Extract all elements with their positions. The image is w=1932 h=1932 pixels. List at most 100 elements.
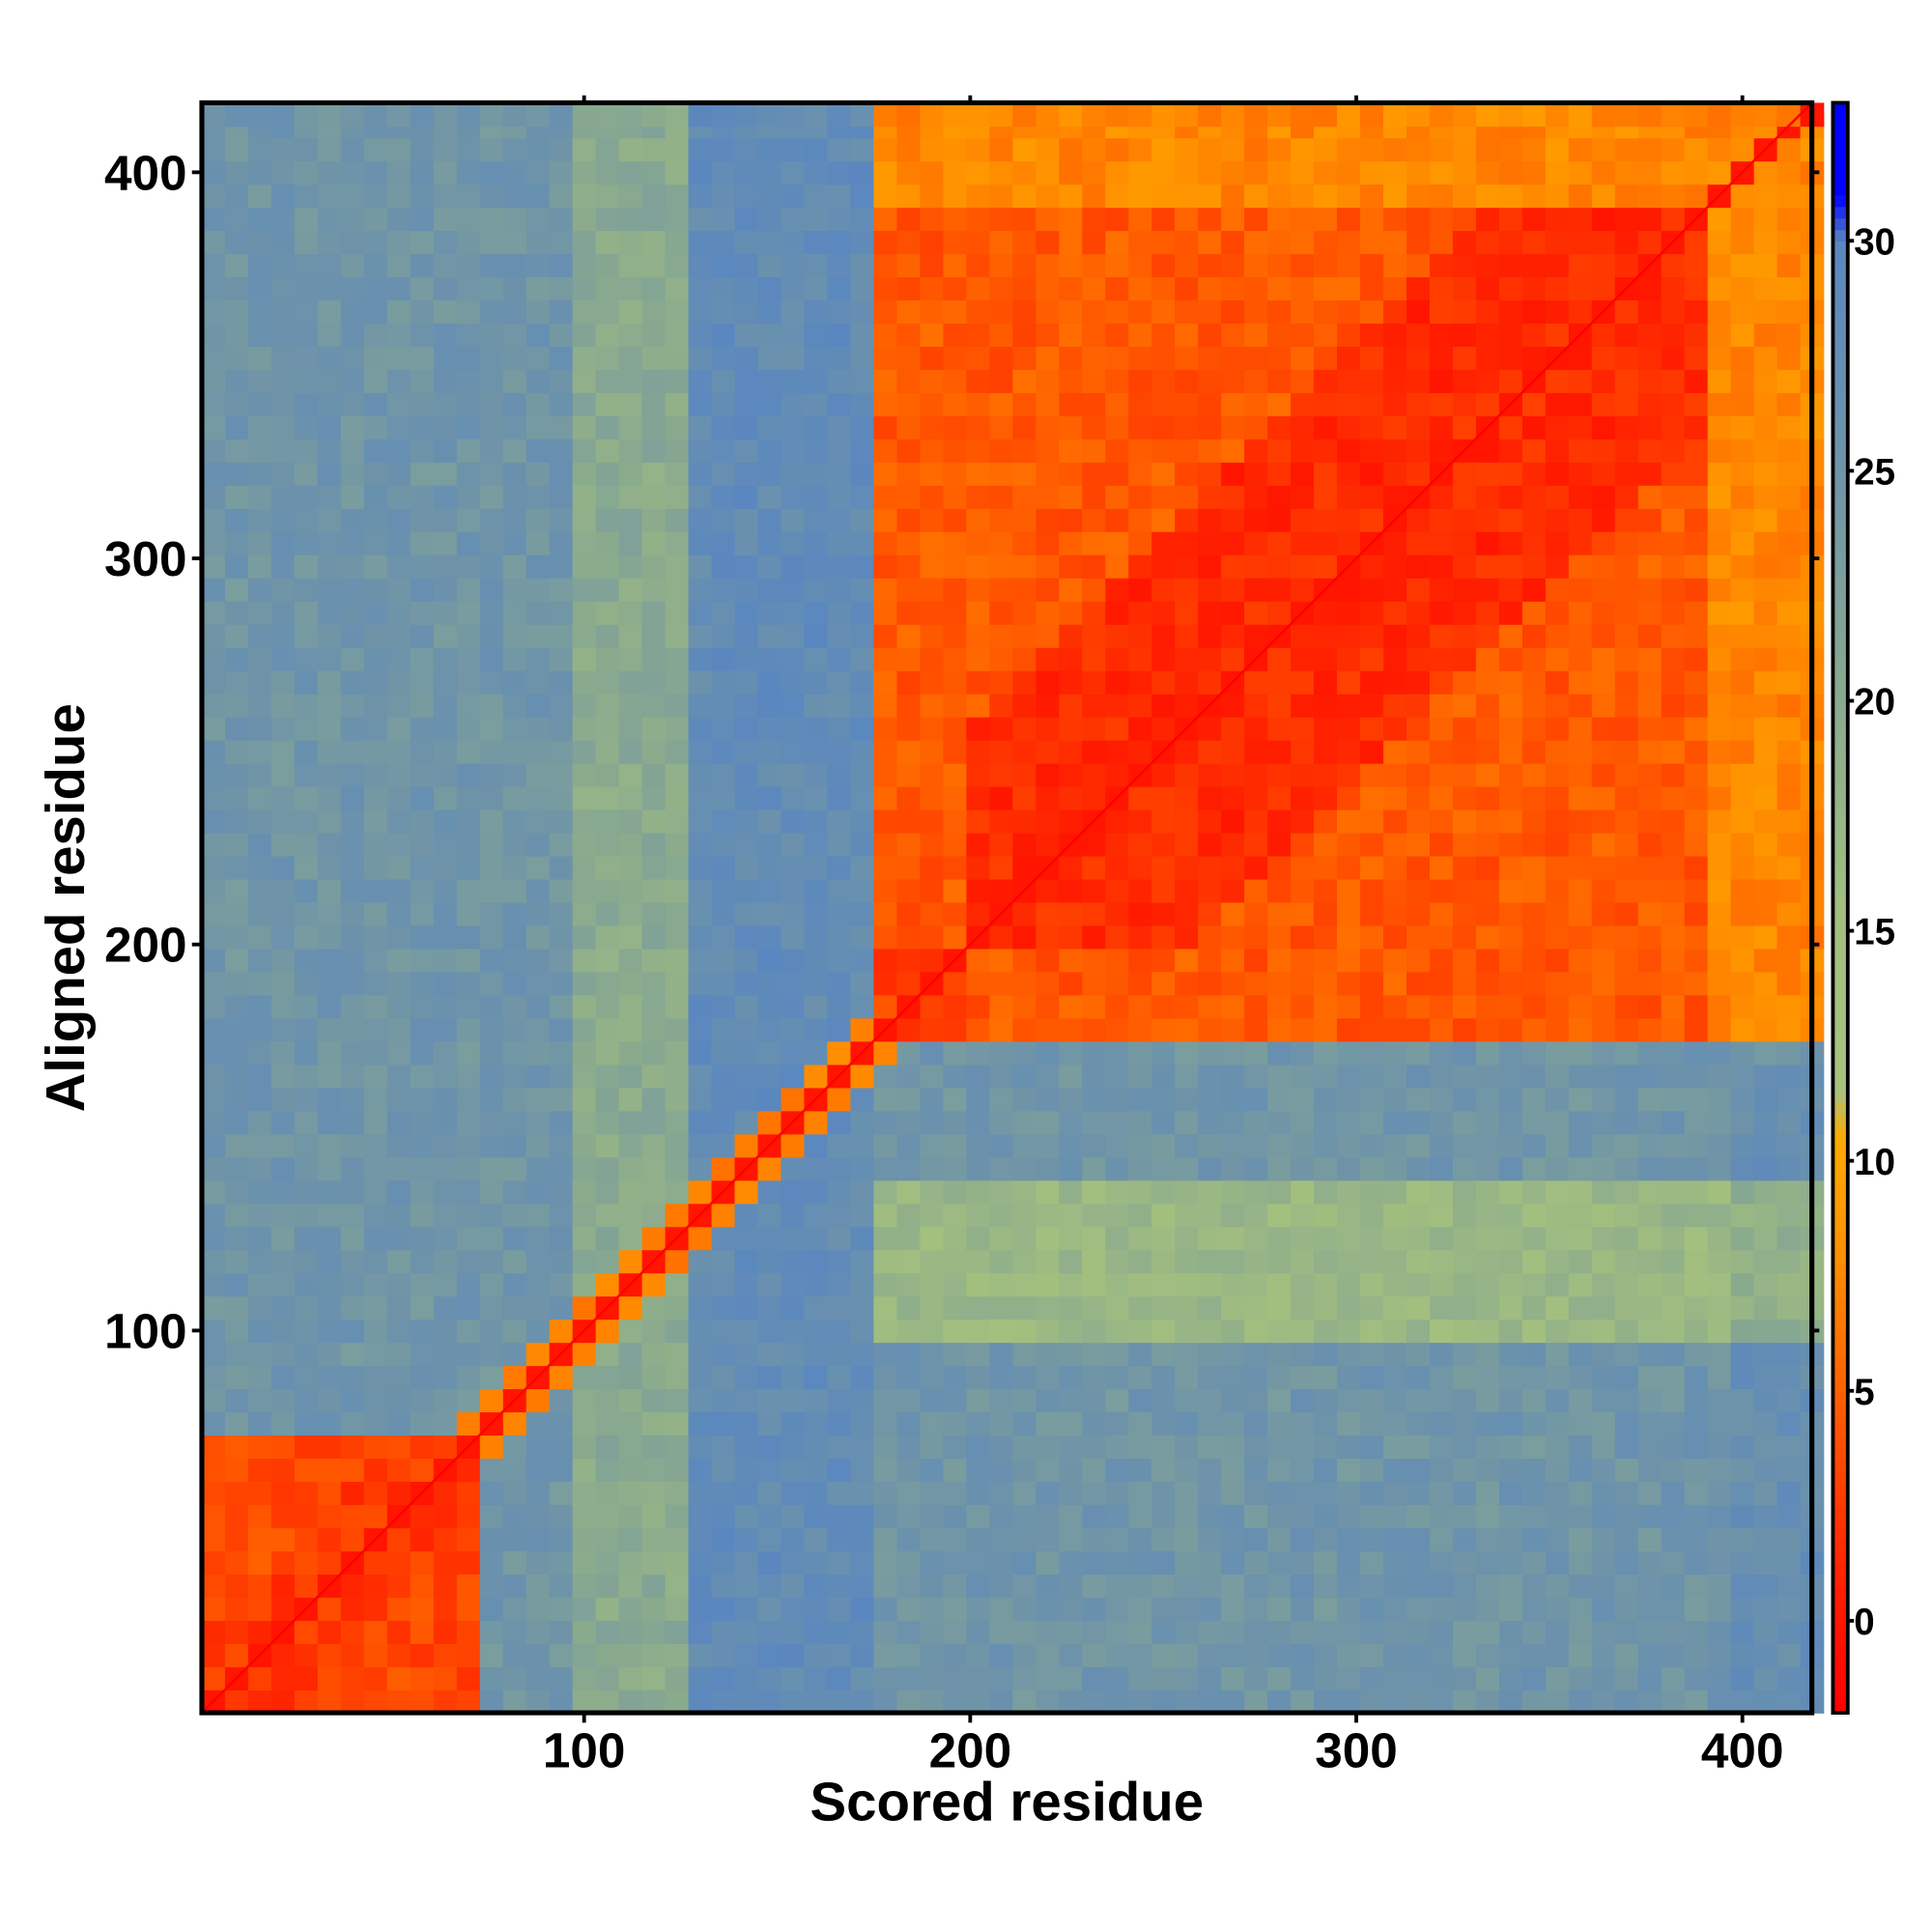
heatmap-cell: [920, 276, 945, 301]
heatmap-cell: [1430, 1249, 1454, 1274]
heatmap-cell: [966, 1411, 991, 1436]
heatmap-cell: [734, 578, 759, 602]
heatmap-cell: [294, 1319, 319, 1344]
heatmap-cell: [989, 1179, 1014, 1205]
heatmap-cell: [1267, 508, 1292, 532]
heatmap-cell: [1430, 1388, 1454, 1413]
heatmap-cell: [201, 485, 226, 509]
heatmap-cell: [734, 924, 759, 950]
heatmap-cell: [595, 716, 620, 741]
heatmap-cell: [618, 924, 643, 950]
heatmap-cell: [1105, 531, 1129, 555]
heatmap-cell: [1661, 971, 1686, 996]
heatmap-cell: [1267, 1365, 1292, 1390]
heatmap-cell: [1452, 1017, 1477, 1042]
heatmap-cell: [572, 554, 597, 579]
heatmap-cell: [1336, 1690, 1361, 1714]
heatmap-cell: [1082, 624, 1106, 648]
heatmap-cell: [224, 1458, 249, 1482]
heatmap-cell: [1336, 1527, 1361, 1552]
heatmap-cell: [1591, 601, 1616, 625]
heatmap-cell: [1151, 669, 1176, 695]
heatmap-cell: [270, 369, 296, 393]
heatmap-cell: [433, 1620, 458, 1644]
heatmap-cell: [850, 739, 875, 764]
heatmap-cell: [1684, 415, 1709, 440]
heatmap-cell: [1521, 485, 1547, 509]
colorbar-segment: [1833, 1010, 1848, 1024]
heatmap-cell: [1175, 601, 1199, 625]
heatmap-cell: [734, 392, 759, 416]
heatmap-cell: [1059, 299, 1084, 324]
heatmap-cell: [1291, 392, 1315, 416]
heatmap-cell: [410, 785, 435, 810]
heatmap-cell: [757, 462, 782, 486]
heatmap-cell: [688, 554, 713, 579]
heatmap-cell: [943, 439, 968, 463]
heatmap-cell: [1707, 924, 1732, 950]
heatmap-cell: [1430, 901, 1454, 926]
heatmap-cell: [1430, 716, 1454, 741]
heatmap-cell: [1521, 1017, 1547, 1042]
heatmap-cell: [711, 1620, 736, 1644]
heatmap-cell: [1151, 693, 1176, 718]
heatmap-cell: [1128, 693, 1152, 718]
heatmap-cell: [1498, 554, 1523, 579]
heatmap-cell: [1059, 102, 1084, 128]
heatmap-cell: [1082, 1458, 1106, 1482]
heatmap-cell: [1198, 1411, 1222, 1436]
heatmap-cell: [270, 1203, 296, 1228]
heatmap-cell: [1198, 1458, 1222, 1482]
heatmap-cell: [1452, 809, 1477, 834]
heatmap-cell: [873, 299, 898, 324]
heatmap-cell: [734, 531, 759, 555]
heatmap-cell: [317, 1481, 342, 1505]
heatmap-cell: [757, 1179, 782, 1205]
heatmap-cell: [1175, 1272, 1199, 1297]
heatmap-cell: [1406, 230, 1431, 255]
heatmap-cell: [1521, 1666, 1547, 1690]
heatmap-cell: [1291, 878, 1315, 903]
heatmap-cell: [201, 276, 226, 301]
heatmap-cell: [1291, 508, 1315, 532]
heatmap-cell: [201, 1411, 226, 1436]
heatmap-cell: [201, 160, 226, 185]
heatmap-cell: [943, 299, 968, 324]
heatmap-cell: [1521, 184, 1547, 209]
heatmap-cell: [224, 578, 249, 602]
heatmap-cell: [896, 1620, 922, 1644]
heatmap-cell: [1336, 716, 1361, 741]
heatmap-cell: [410, 1504, 435, 1529]
heatmap-cell: [386, 253, 412, 278]
heatmap-cell: [1128, 994, 1152, 1019]
heatmap-cell: [665, 160, 690, 185]
heatmap-cell: [989, 1550, 1014, 1575]
heatmap-cell: [1452, 1319, 1477, 1344]
heatmap-cell: [618, 253, 643, 278]
heatmap-cell: [1360, 809, 1384, 834]
heatmap-cell: [1730, 276, 1755, 301]
heatmap-cell: [340, 693, 365, 718]
heatmap-cell: [1591, 1226, 1616, 1251]
heatmap-cell: [1730, 531, 1755, 555]
heatmap-cell: [1591, 855, 1616, 880]
heatmap-cell: [294, 299, 319, 324]
heatmap-cell: [363, 1064, 388, 1089]
heatmap-cell: [386, 762, 412, 787]
heatmap-cell: [1360, 462, 1384, 486]
heatmap-cell: [317, 1064, 342, 1089]
heatmap-cell: [966, 1272, 991, 1297]
heatmap-cell: [479, 832, 504, 857]
heatmap-cell: [711, 1064, 736, 1089]
heatmap-cell: [943, 276, 968, 301]
heatmap-cell: [1545, 160, 1570, 185]
heatmap-cell: [920, 346, 945, 370]
heatmap-cell: [1336, 1388, 1361, 1413]
heatmap-cell: [1661, 901, 1686, 926]
heatmap-cell: [1175, 1666, 1199, 1690]
heatmap-cell: [1684, 1690, 1709, 1714]
colorbar-segment: [1833, 1068, 1848, 1082]
heatmap-cell: [1452, 1110, 1477, 1135]
heatmap-cell: [1221, 1295, 1245, 1321]
heatmap-cell: [688, 369, 713, 393]
